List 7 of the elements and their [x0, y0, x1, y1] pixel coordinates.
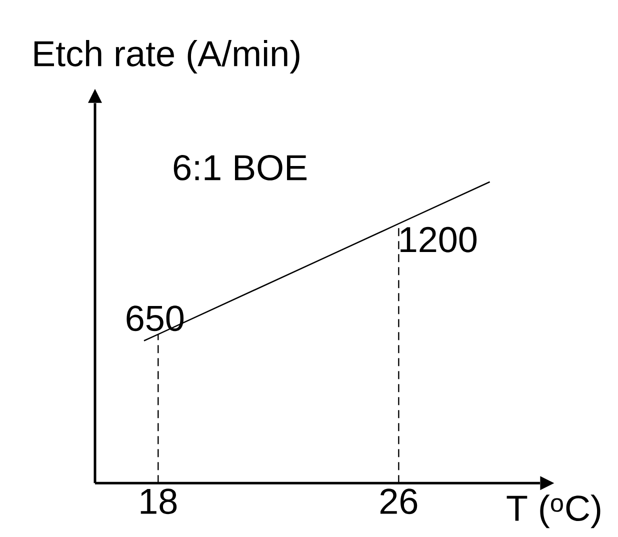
annotation: 6:1 BOE — [174, 154, 307, 180]
data-label: 1200 — [400, 226, 477, 252]
x-tick-label: 18 — [140, 488, 177, 514]
data-label: 650 — [126, 306, 184, 332]
x-axis-title: T ($^{o}$C) — [506, 494, 600, 528]
y-axis-title: Etch rate (A/min) — [34, 40, 300, 74]
x-tick-label: 26 — [380, 488, 418, 514]
